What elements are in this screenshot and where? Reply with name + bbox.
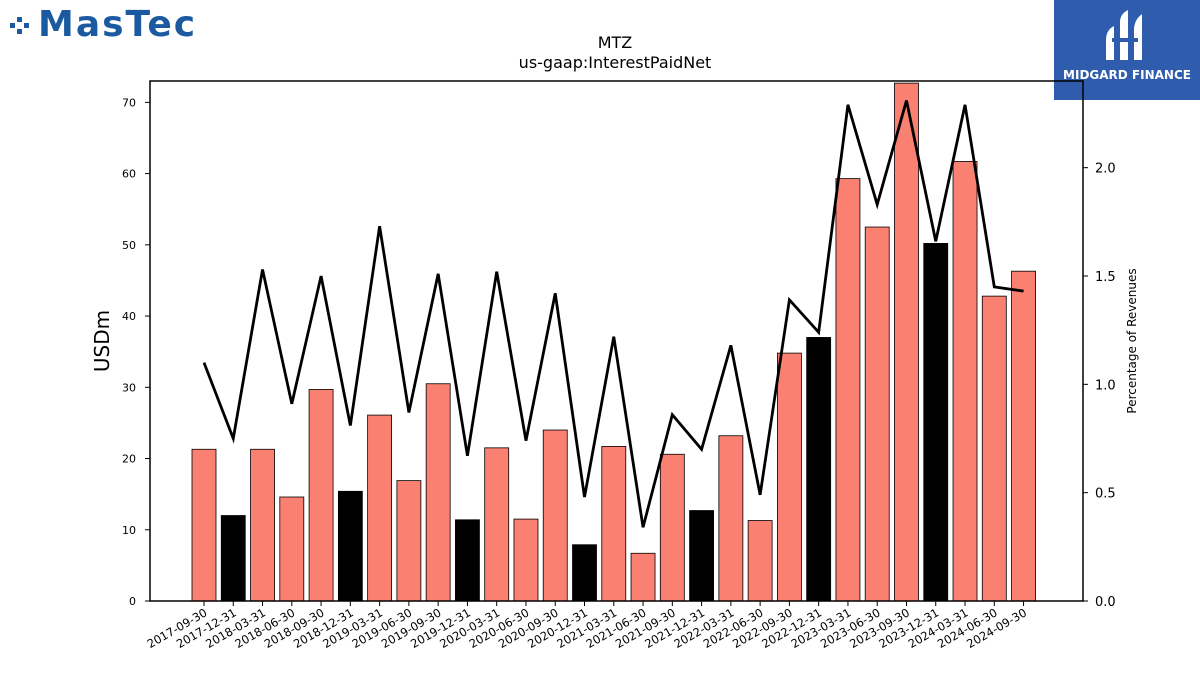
- x-axis: 2017-09-302017-12-312018-03-312018-06-30…: [145, 601, 1029, 651]
- bar: [981, 295, 1007, 602]
- bar: [659, 453, 685, 602]
- bar: [806, 337, 832, 602]
- mastec-logo: MasTec: [8, 4, 197, 45]
- y-tick-label: 40: [122, 310, 136, 323]
- bar-series: [191, 82, 1036, 602]
- bar: [308, 389, 334, 602]
- y2-tick-label: 2.0: [1095, 162, 1116, 177]
- y-tick-label: 20: [122, 453, 136, 466]
- y-axis-right: 0.0 0.5 1.0 1.5 2.0: [1083, 162, 1116, 610]
- y-axis-left: 0 10 20 30 40 50 60 70: [122, 96, 150, 608]
- y2-tick-label: 0.0: [1095, 595, 1116, 610]
- bar: [572, 544, 597, 602]
- y-tick-label: 50: [122, 239, 136, 252]
- y-tick-label: 60: [122, 168, 136, 181]
- y-tick-label: 70: [122, 96, 136, 109]
- bar: [250, 448, 275, 602]
- bar: [718, 435, 744, 602]
- bar: [337, 490, 363, 602]
- y-axis-label: USDm: [90, 310, 114, 372]
- midgard-logo-text: MIDGARD FINANCE: [1063, 68, 1191, 82]
- bar: [455, 519, 480, 602]
- percentage-line: [202, 100, 1024, 528]
- bar: [601, 446, 627, 602]
- bar: [894, 82, 919, 602]
- bar: [923, 243, 949, 602]
- bar: [747, 520, 773, 602]
- mastec-logo-text: MasTec: [38, 4, 198, 45]
- bar: [220, 515, 246, 602]
- y2-tick-label: 1.0: [1095, 378, 1116, 393]
- y-tick-label: 30: [122, 381, 136, 394]
- midgard-logo-mark-icon: [1106, 10, 1142, 60]
- bar: [952, 161, 978, 602]
- y2-tick-label: 1.5: [1095, 270, 1116, 285]
- y-tick-label: 0: [129, 595, 136, 608]
- midgard-finance-logo: MIDGARD FINANCE: [1054, 0, 1200, 100]
- bar: [191, 448, 217, 602]
- bar: [279, 496, 305, 602]
- bar: [484, 447, 510, 602]
- bar: [1011, 270, 1036, 602]
- chart-subtitle: us-gaap:InterestPaidNet: [519, 53, 712, 72]
- chart-title: MTZ: [598, 33, 633, 52]
- bar: [367, 414, 393, 602]
- bar: [864, 226, 890, 602]
- bar: [513, 518, 539, 602]
- line-series: [202, 100, 1024, 528]
- plot-frame: [149, 80, 1084, 602]
- bar: [777, 352, 802, 602]
- y2-axis-label: Percentage of Revenues: [1125, 268, 1139, 413]
- y-tick-label: 10: [122, 524, 136, 537]
- bar: [689, 510, 714, 602]
- bar: [396, 480, 422, 602]
- bar: [630, 552, 656, 602]
- y2-tick-label: 0.5: [1095, 487, 1116, 502]
- bar: [542, 429, 568, 602]
- bar: [835, 178, 861, 602]
- bar: [425, 383, 451, 602]
- logo-mark-icon: [8, 11, 36, 39]
